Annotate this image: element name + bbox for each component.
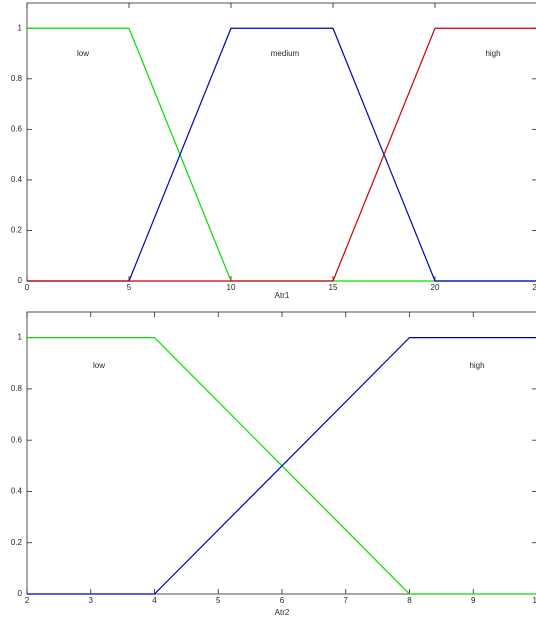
y-tick-label: 0.2 (11, 538, 23, 547)
membership-line (27, 27, 536, 282)
x-tick-label: 10 (227, 283, 236, 292)
x-tick-label: 25 (533, 283, 536, 292)
x-tick-label: 8 (407, 596, 412, 605)
x-tick-label: 10 (533, 596, 536, 605)
x-tick-label: 2 (25, 596, 30, 605)
membership-name: high (469, 361, 484, 370)
x-tick-label: 15 (329, 283, 338, 292)
x-tick-label: 7 (344, 596, 349, 605)
x-tick-label: 3 (89, 596, 94, 605)
y-tick-label: 1 (18, 333, 23, 342)
x-tick-label: 20 (431, 283, 440, 292)
y-tick-label: 0 (18, 589, 23, 598)
y-tick-label: 0.8 (11, 384, 23, 393)
x-tick-label: 5 (216, 596, 221, 605)
membership-name: low (93, 361, 105, 370)
x-tick-label: 5 (127, 283, 132, 292)
y-tick-label: 0.8 (11, 74, 23, 83)
membership-line (27, 337, 536, 595)
x-tick-label: 4 (152, 596, 157, 605)
membership-name: low (77, 49, 89, 58)
x-tick-label: 0 (25, 283, 30, 292)
x-tick-label: 9 (471, 596, 476, 605)
x-axis-label: Atr1 (275, 291, 290, 300)
y-tick-label: 0 (18, 276, 23, 285)
membership-name: high (485, 49, 500, 58)
plot-frame (26, 311, 536, 595)
membership-name: medium (271, 49, 300, 58)
y-tick-label: 0.4 (11, 487, 23, 496)
y-tick-label: 1 (18, 23, 23, 32)
x-axis-label: Atr2 (275, 608, 290, 617)
y-tick-label: 0.6 (11, 124, 23, 133)
y-tick-label: 0.6 (11, 435, 23, 444)
x-tick-label: 6 (280, 596, 285, 605)
y-tick-label: 0.2 (11, 226, 23, 235)
plot-frame (26, 2, 536, 282)
y-tick-label: 0.4 (11, 175, 23, 184)
membership-line (27, 27, 536, 282)
membership-line (27, 27, 536, 282)
